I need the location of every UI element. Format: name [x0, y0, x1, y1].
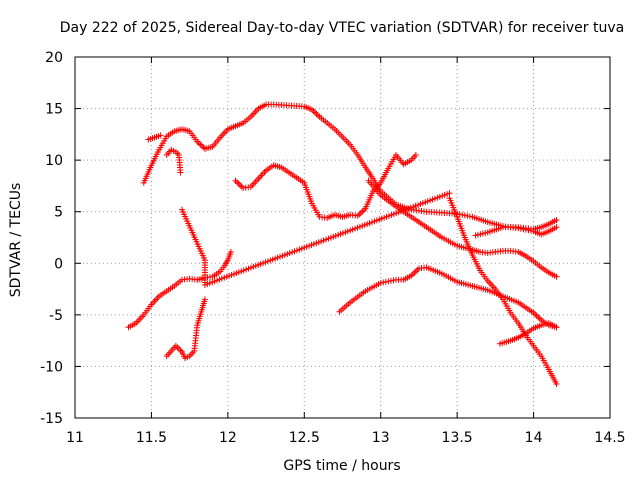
plot-frame	[74, 56, 611, 419]
x-tick-label: 11.5	[136, 430, 167, 446]
data-point-marker	[553, 224, 560, 231]
data-point-marker	[385, 278, 392, 285]
data-point-marker	[553, 216, 560, 223]
y-tick-label: -10	[40, 359, 63, 375]
data-point-marker	[446, 190, 453, 197]
data-point-marker	[464, 212, 471, 219]
y-tick-label: 0	[54, 256, 63, 272]
data-markers	[125, 101, 560, 387]
data-point-marker	[387, 277, 394, 284]
data-point-marker	[227, 248, 234, 255]
x-tick-label: 12	[219, 430, 237, 446]
y-axis-ticks: -15 -10 -5 0 5 10 15 20	[40, 50, 610, 427]
y-tick-label: -5	[49, 308, 63, 324]
x-tick-label: 12.5	[289, 430, 320, 446]
x-axis-ticks: 11 11.5 12 12.5 13 13.5 14 14.5	[66, 57, 626, 446]
x-tick-label: 13	[372, 430, 390, 446]
data-point-marker	[382, 278, 389, 285]
y-tick-label: 20	[45, 50, 63, 66]
data-point-marker	[157, 132, 164, 139]
data-point-marker	[380, 279, 387, 286]
x-axis-label: GPS time / hours	[283, 458, 400, 474]
data-point-marker	[390, 277, 397, 284]
data-point-marker	[459, 211, 466, 218]
data-point-marker	[377, 279, 384, 286]
data-point-marker	[553, 273, 560, 280]
chart-title: Day 222 of 2025, Sidereal Day-to-day VTE…	[60, 20, 624, 36]
x-tick-label: 11	[66, 430, 84, 446]
x-tick-label: 14	[525, 430, 543, 446]
y-tick-label: 5	[54, 205, 63, 221]
y-tick-label: -15	[40, 411, 63, 427]
data-point-marker	[553, 380, 560, 387]
x-tick-label: 13.5	[442, 430, 473, 446]
data-point-marker	[461, 212, 468, 219]
y-tick-label: 15	[45, 102, 63, 118]
gridlines	[75, 57, 610, 418]
x-tick-label: 14.5	[594, 430, 625, 446]
y-axis-label: SDTVAR / TECUs	[8, 183, 24, 298]
data-point-marker	[201, 296, 208, 303]
data-point-marker	[466, 213, 473, 220]
data-point-marker	[412, 151, 419, 158]
data-point-marker	[553, 324, 560, 331]
data-point-marker	[177, 169, 184, 176]
y-tick-label: 10	[45, 153, 63, 169]
